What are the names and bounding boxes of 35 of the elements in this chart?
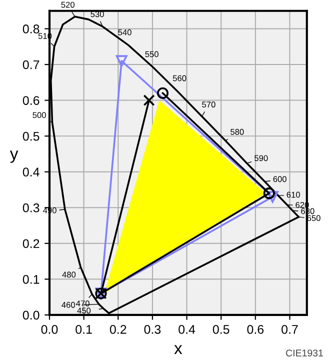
x-tick-label: 0.1 — [76, 324, 92, 334]
y-tick-label: 0.5 — [22, 132, 40, 141]
x-tick-label: 0.6 — [247, 324, 264, 334]
y-tick-label: 0.8 — [22, 24, 40, 34]
annotation: 590 — [254, 155, 268, 162]
annotation: 560 — [172, 75, 186, 82]
x-axis-title: x — [174, 345, 182, 354]
y-axis-title: y — [10, 150, 18, 163]
y-tick-label: 0.7 — [22, 60, 40, 70]
y-tick-label: 0.4 — [22, 168, 40, 176]
annotation: 540 — [118, 29, 132, 36]
annotation: 520 — [61, 2, 74, 8]
text: CIE1931 — [286, 350, 323, 356]
x-tick-label: 0.2 — [110, 324, 126, 334]
x-tick-label: 0.3 — [144, 324, 161, 334]
annotation: 570 — [202, 102, 216, 108]
x-tick-label: 0.7 — [282, 324, 298, 334]
annotation: 600 — [273, 176, 286, 182]
annotation: 610 — [286, 192, 300, 198]
y-tick-label: 0.3 — [22, 203, 40, 212]
y-tick-label: 0.6 — [22, 96, 40, 105]
annotation: 450 — [77, 308, 91, 314]
x-tick-label: 0.5 — [212, 324, 230, 334]
annotation: 470 — [76, 300, 90, 306]
annotation: 480 — [62, 272, 76, 278]
y-tick-label: 0.1 — [22, 274, 40, 284]
x-tick-label: 0.4 — [178, 324, 196, 334]
annotation: 550 — [145, 51, 158, 58]
x-tick-label: 0.0 — [41, 324, 58, 334]
annotation: 580 — [230, 128, 244, 135]
y-tick-label: 0.0 — [22, 310, 40, 320]
y-tick-label: 0.2 — [22, 239, 40, 248]
annotation: 460 — [62, 302, 75, 308]
annotation: 530 — [90, 11, 104, 18]
annotation: 500 — [32, 112, 46, 118]
